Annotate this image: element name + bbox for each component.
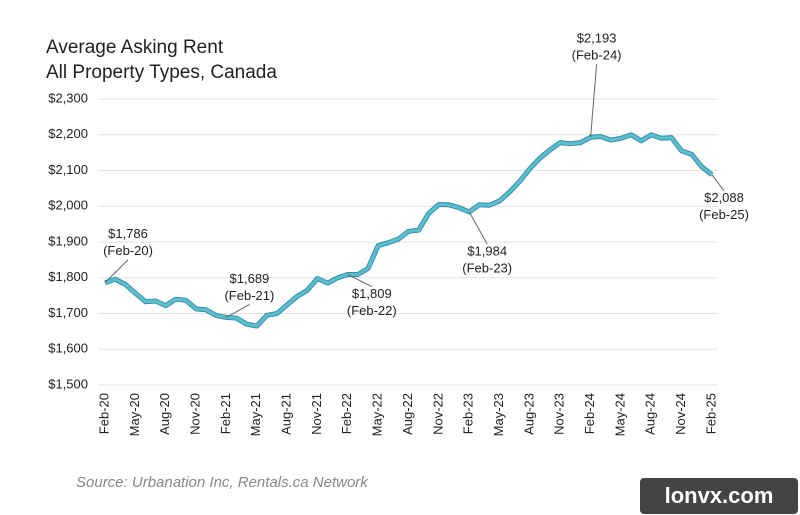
y-tick-label: $1,700 [48, 305, 88, 320]
value-label: $1,689 [230, 271, 270, 286]
x-tick-label: May-22 [370, 393, 385, 436]
y-tick-label: $1,500 [48, 376, 88, 391]
value-label: $1,984 [467, 243, 507, 258]
x-tick-label: Feb-25 [703, 393, 718, 434]
x-tick-label: May-20 [127, 393, 142, 436]
annotation-leader [468, 211, 488, 245]
annotation-leader [347, 274, 373, 287]
x-tick-label: Aug-24 [643, 393, 658, 435]
value-label-date: (Feb-22) [347, 303, 397, 318]
value-label: $2,193 [577, 31, 617, 46]
x-tick-label: May-23 [491, 393, 506, 436]
x-tick-label: Feb-24 [582, 393, 597, 434]
annotation-leader [590, 64, 598, 138]
x-tick-label: Feb-21 [218, 393, 233, 434]
annotation-leader [104, 259, 129, 284]
y-tick-label: $1,900 [48, 233, 88, 248]
x-tick-label: Feb-22 [339, 393, 354, 434]
x-tick-label: Aug-22 [400, 393, 415, 435]
value-label-date: (Feb-21) [224, 288, 274, 303]
x-tick-label: Nov-20 [187, 393, 202, 435]
y-tick-label: $2,200 [48, 126, 88, 141]
y-tick-label: $1,600 [48, 341, 88, 356]
x-tick-label: Nov-21 [309, 393, 324, 435]
x-tick-label: Feb-23 [461, 393, 476, 434]
chart-title: Average Asking Rent [46, 37, 224, 58]
watermark: lonvx.com [665, 483, 774, 508]
value-label-date: (Feb-20) [103, 243, 153, 258]
y-tick-label: $2,300 [48, 90, 88, 105]
value-label: $1,809 [352, 286, 392, 301]
x-tick-label: Feb-20 [96, 393, 111, 434]
y-tick-label: $2,000 [48, 198, 88, 213]
x-tick-label: May-24 [612, 393, 627, 436]
value-label-date: (Feb-25) [699, 207, 749, 222]
source: Source: Urbanation Inc, Rentals.ca Netwo… [76, 474, 369, 491]
chart-subtitle: All Property Types, Canada [46, 62, 277, 83]
y-tick-label: $1,800 [48, 269, 88, 284]
value-label-date: (Feb-24) [572, 48, 622, 63]
value-label: $2,088 [704, 190, 744, 205]
x-tick-label: Nov-24 [673, 393, 688, 435]
line [104, 133, 713, 328]
value-label-date: (Feb-23) [462, 260, 512, 275]
annotation-leader [226, 303, 250, 318]
x-tick-label: Aug-23 [521, 393, 536, 435]
x-tick-label: May-21 [248, 393, 263, 436]
x-tick-label: Aug-20 [157, 393, 172, 435]
annotation-leader [711, 174, 725, 192]
x-tick-label: Nov-23 [552, 393, 567, 435]
x-tick-label: Aug-21 [279, 393, 294, 435]
y-tick-label: $2,100 [48, 162, 88, 177]
value-label: $1,786 [108, 226, 148, 241]
x-tick-label: Nov-22 [430, 393, 445, 435]
watermark-box [640, 478, 798, 514]
